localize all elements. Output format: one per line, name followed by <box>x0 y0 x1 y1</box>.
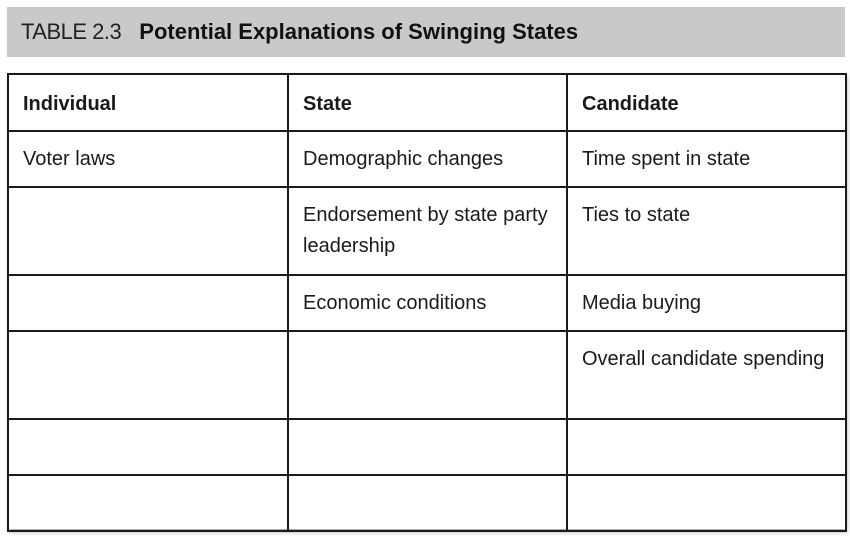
explanations-table: Individual State Candidate Voter laws De… <box>7 73 847 532</box>
header-row: Individual State Candidate <box>7 73 847 132</box>
table-cell <box>566 418 847 476</box>
table-row: Endorsement by state party leadership Ti… <box>7 186 847 276</box>
table-cell: Time spent in state <box>566 130 847 188</box>
table-cell <box>7 274 289 332</box>
table-cell <box>566 474 847 532</box>
column-header-individual: Individual <box>7 73 289 132</box>
table-cell: Endorsement by state party leadership <box>287 186 568 276</box>
table-cell: Economic conditions <box>287 274 568 332</box>
table-cell <box>7 330 289 420</box>
column-header-candidate: Candidate <box>566 73 847 132</box>
table-row <box>7 474 847 532</box>
table-cell: Overall candidate spending <box>566 330 847 420</box>
table-cell: Voter laws <box>7 130 289 188</box>
table-cell: Ties to state <box>566 186 847 276</box>
table-row: Overall candidate spending <box>7 330 847 420</box>
explanations-table-container: Individual State Candidate Voter laws De… <box>7 73 847 532</box>
table-caption: TABLE 2.3 Potential Explanations of Swin… <box>7 7 845 57</box>
table-cell: Demographic changes <box>287 130 568 188</box>
column-header-state: State <box>287 73 568 132</box>
table-title: Potential Explanations of Swinging State… <box>139 19 579 44</box>
table-cell <box>287 418 568 476</box>
table-cell <box>7 186 289 276</box>
table-cell: Media buying <box>566 274 847 332</box>
table-number: TABLE 2.3 <box>21 19 122 44</box>
table-cell <box>287 474 568 532</box>
table-row: Voter laws Demographic changes Time spen… <box>7 130 847 188</box>
table-cell <box>7 418 289 476</box>
table-cell <box>287 330 568 420</box>
table-cell <box>7 474 289 532</box>
table-row: Economic conditions Media buying <box>7 274 847 332</box>
table-row <box>7 418 847 476</box>
